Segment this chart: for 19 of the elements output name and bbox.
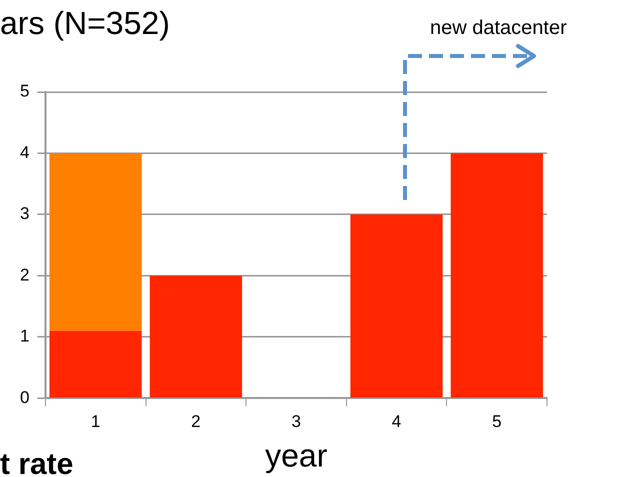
text: new datacenter — [430, 17, 568, 39]
bar — [350, 214, 443, 398]
y-tick-label: 1 — [20, 326, 30, 346]
x-tick-label: 5 — [492, 412, 502, 432]
y-tick-label: 5 — [20, 82, 30, 101]
x-tick-label: 1 — [90, 412, 100, 432]
x-axis-title: year — [265, 438, 328, 474]
x-tick-label: 3 — [291, 412, 301, 432]
bar — [49, 330, 142, 398]
y-tick-label: 2 — [20, 265, 30, 284]
chart-title: ars (N=352) — [0, 5, 170, 41]
y-tick-label: 4 — [20, 142, 30, 162]
bar — [150, 276, 242, 398]
y-tick-label: 0 — [20, 388, 30, 407]
text: t rate — [0, 448, 74, 477]
y-tick-label: 3 — [20, 204, 30, 224]
bar — [49, 153, 142, 331]
x-tick-label: 2 — [191, 412, 201, 432]
x-tick-label: 4 — [392, 412, 402, 432]
